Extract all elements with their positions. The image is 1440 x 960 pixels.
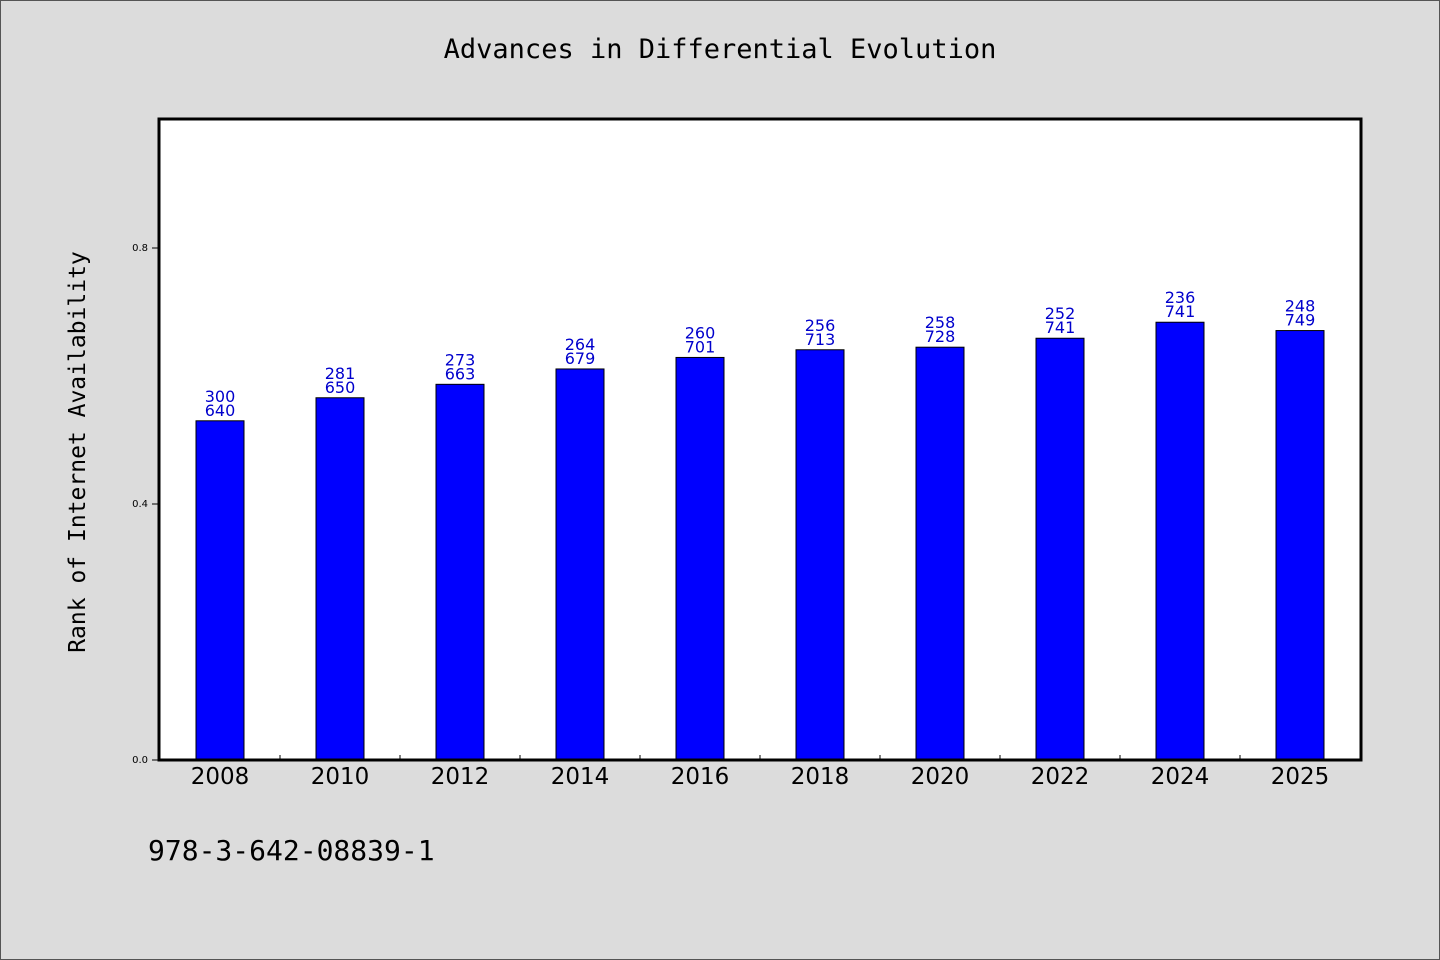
bar-2012 — [435, 383, 485, 761]
data-label-top-2008: 300 — [205, 387, 236, 406]
x-tick-label-2014: 2014 — [551, 764, 610, 790]
data-label-bottom-2014: 679 — [565, 349, 596, 368]
data-label-bottom-2012: 663 — [445, 364, 476, 383]
x-tick-label-2020: 2020 — [911, 764, 970, 790]
x-tick-label-2018: 2018 — [791, 764, 850, 790]
y-tick-group: 0.0 0.4 0.8 — [132, 243, 160, 766]
data-label-top-2020: 258 — [925, 313, 956, 332]
plot-border — [157, 117, 1363, 762]
x-tick-label-2024: 2024 — [1151, 764, 1210, 790]
data-label-bottom-2008: 640 — [205, 401, 236, 420]
data-label-bottom-2024: 741 — [1165, 302, 1196, 321]
bar-group — [195, 321, 1325, 761]
chart-title: Advances in Differential Evolution — [443, 34, 997, 65]
data-label-bottom-2022: 741 — [1045, 318, 1076, 337]
x-tick-label-2022: 2022 — [1031, 764, 1090, 790]
x-tick-label-2025: 2025 — [1271, 764, 1330, 790]
y-tick-label-0.8: 0.8 — [132, 243, 148, 254]
x-tick-label-2010: 2010 — [311, 764, 370, 790]
footer-isbn: 978-3-642-08839-1 — [148, 834, 435, 867]
data-label-top-2024: 236 — [1165, 288, 1196, 307]
y-tick-label-0.4: 0.4 — [132, 499, 148, 510]
data-label-top-2022: 252 — [1045, 304, 1076, 323]
data-label-bottom-2010: 650 — [325, 378, 356, 397]
x-tick-label-2008: 2008 — [191, 764, 250, 790]
data-label-bottom-2020: 728 — [925, 327, 956, 346]
bar-2024 — [1155, 321, 1205, 761]
y-tick-label-0.0: 0.0 — [132, 755, 148, 766]
bar-2014 — [555, 368, 605, 761]
bar-2010 — [315, 397, 365, 761]
data-label-top-2010: 281 — [325, 364, 356, 383]
data-label-group: 3006402816502736632646792607012567132587… — [205, 288, 1316, 420]
data-label-top-2012: 273 — [445, 350, 476, 369]
data-label-top-2014: 264 — [565, 335, 596, 354]
bar-2020 — [915, 346, 965, 761]
data-label-bottom-2025: 749 — [1285, 311, 1316, 330]
bar-2022 — [1035, 337, 1085, 761]
data-label-top-2025: 248 — [1285, 297, 1316, 316]
data-label-bottom-2016: 701 — [685, 337, 716, 356]
x-tick-group: 2008 2010 2012 2014 2016 2018 2020 2022 2024 2025 — [191, 755, 1330, 790]
data-label-top-2018: 256 — [805, 316, 836, 335]
bar-2016 — [675, 356, 725, 761]
x-tick-label-2016: 2016 — [671, 764, 730, 790]
bar-2025 — [1275, 330, 1325, 761]
x-tick-label-2012: 2012 — [431, 764, 490, 790]
data-label-top-2016: 260 — [685, 323, 716, 342]
bar-2018 — [795, 349, 845, 761]
bar-2008 — [195, 420, 245, 761]
data-label-bottom-2018: 713 — [805, 330, 836, 349]
